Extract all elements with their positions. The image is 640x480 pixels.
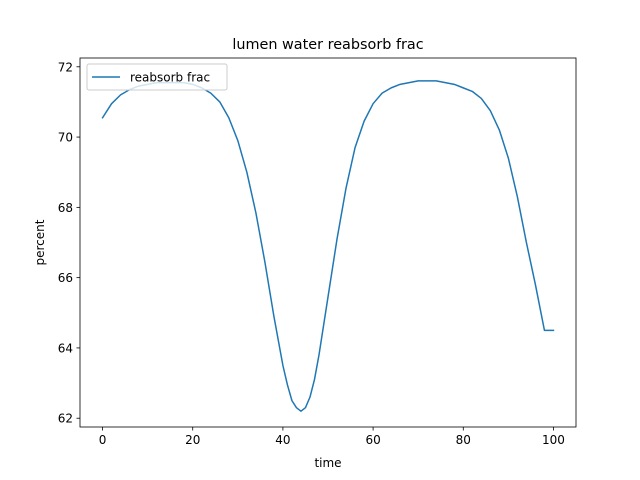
y-tick-label: 68 — [58, 201, 73, 215]
chart-title: lumen water reabsorb frac — [232, 37, 423, 53]
x-tick-label: 80 — [456, 433, 471, 447]
y-tick-label: 66 — [58, 271, 73, 285]
x-tick-label: 100 — [542, 433, 565, 447]
legend-label: reabsorb frac — [130, 71, 210, 85]
x-tick-label: 0 — [99, 433, 107, 447]
legend-box — [86, 63, 228, 91]
y-tick-label: 64 — [58, 341, 73, 355]
x-tick-label: 40 — [275, 433, 290, 447]
x-axis-ticks: 0 20 40 60 80 100 — [99, 427, 565, 447]
y-axis-label: percent — [33, 219, 47, 265]
plot-area — [80, 58, 576, 427]
x-tick-label: 20 — [185, 433, 200, 447]
y-tick-label: 70 — [58, 131, 73, 145]
legend: reabsorb frac — [86, 63, 228, 91]
y-tick-label: 72 — [58, 60, 73, 74]
x-tick-label: 60 — [365, 433, 380, 447]
axes-frame — [79, 57, 577, 428]
y-tick-label: 62 — [58, 412, 73, 426]
y-axis-ticks: 62 64 66 68 70 72 — [58, 60, 80, 426]
x-axis-label: time — [314, 456, 341, 470]
